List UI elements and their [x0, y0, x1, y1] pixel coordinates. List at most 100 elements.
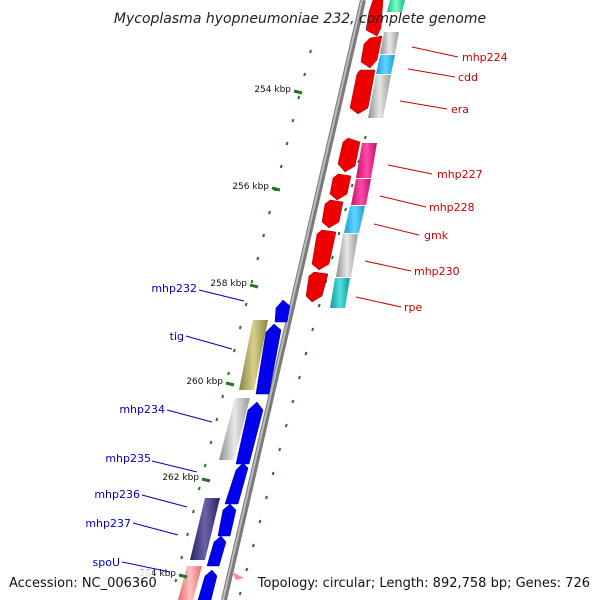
track-dot: [317, 303, 321, 308]
gene-label-rpe[interactable]: rpe: [404, 301, 423, 314]
track-dot: [197, 486, 201, 491]
gene-arrow: [274, 299, 291, 323]
category-block: [368, 75, 391, 118]
track-dot: [256, 256, 260, 261]
tick-label: 262 kbp: [162, 473, 199, 483]
category-block: [239, 320, 268, 390]
leader-line: [198, 289, 245, 302]
track-dot: [344, 207, 348, 212]
gene-label-cdd[interactable]: cdd: [458, 71, 478, 84]
leader-line: [379, 195, 427, 208]
leader-lines: [121, 46, 459, 573]
leader-line: [355, 296, 402, 308]
category-block: [219, 398, 250, 460]
track-dot: [209, 440, 213, 445]
leader-line: [166, 409, 213, 423]
pink-marker: [232, 572, 244, 580]
gene-label-tig[interactable]: tig: [170, 330, 184, 343]
track-dot: [227, 371, 230, 376]
gene-arrow: [305, 271, 329, 303]
leader-line: [411, 46, 459, 58]
map-title: Mycoplasma hyopneumoniae 232, complete g…: [114, 11, 486, 27]
category-block: [356, 143, 377, 178]
tick-mark: [201, 477, 211, 483]
gene-label-mhp235[interactable]: mhp235: [105, 452, 151, 465]
gene-arrow: [217, 503, 237, 537]
leader-line: [407, 68, 456, 78]
tick-label: 260 kbp: [186, 377, 223, 387]
category-block: [336, 234, 358, 277]
track-dot: [244, 302, 248, 307]
gene-arrow: [255, 323, 282, 395]
accession-label: Accession: NC_006360: [9, 576, 157, 591]
tick-mark: [293, 89, 303, 95]
gene-label-mhp224[interactable]: mhp224: [462, 51, 508, 64]
gene-label-spoU[interactable]: spoU: [93, 556, 121, 569]
track-dot: [291, 399, 295, 404]
category-block: [376, 55, 395, 74]
gene-label-era[interactable]: era: [451, 103, 469, 116]
gene-label-mhp236[interactable]: mhp236: [94, 488, 140, 501]
track-dot: [221, 394, 225, 399]
leader-line: [373, 223, 420, 236]
tick-label: 256 kbp: [232, 182, 269, 192]
track-dot: [298, 375, 301, 380]
genome-backbone-highlight: [222, 0, 363, 600]
track-dot: [271, 471, 275, 476]
track-dot: [303, 72, 307, 77]
leader-line: [399, 100, 448, 110]
tick-mark: [225, 381, 235, 387]
gene-arrow: [224, 462, 249, 505]
track-dot: [174, 578, 178, 583]
track-dot: [191, 509, 195, 514]
track-dot: [251, 543, 255, 548]
track-dot: [250, 279, 254, 284]
category-block: [380, 32, 399, 54]
gene-label-mhp230[interactable]: mhp230: [414, 265, 460, 278]
track-dot: [279, 164, 283, 169]
leader-line: [387, 164, 433, 175]
gene-label-mhp237[interactable]: mhp237: [85, 517, 131, 530]
category-track: [178, 0, 405, 600]
track-dot: [350, 183, 354, 188]
gene-arrow: [349, 69, 376, 115]
gene-label-mhp232[interactable]: mhp232: [151, 282, 197, 295]
gene-label-mhp228[interactable]: mhp228: [429, 201, 475, 214]
leader-line: [364, 260, 412, 272]
track-dot: [265, 495, 268, 500]
gene-label-gmk[interactable]: gmk: [424, 229, 449, 242]
gene-arrow: [337, 137, 361, 173]
track-dot: [304, 351, 308, 356]
track-dot: [180, 555, 184, 560]
category-block: [190, 498, 220, 560]
topology-info: Topology: circular; Length: 892,758 bp; …: [257, 576, 590, 591]
track-dot: [245, 567, 249, 572]
gene-arrow: [311, 229, 337, 271]
leader-line: [151, 460, 198, 473]
track-dot: [337, 231, 341, 236]
gene-arrow: [329, 173, 352, 201]
track-dot: [258, 519, 262, 524]
forward-strand-genes: [197, 299, 291, 600]
category-block: [330, 278, 350, 308]
gene-arrow: [206, 535, 227, 567]
tick-label: 254 kbp: [254, 85, 291, 95]
gene-label-mhp227[interactable]: mhp227: [437, 168, 483, 181]
category-block: [351, 179, 371, 205]
tick-label: 258 kbp: [210, 279, 247, 289]
gene-arrow: [197, 569, 218, 600]
track-dot: [215, 417, 219, 422]
track-dot: [285, 141, 289, 146]
leader-line: [132, 522, 179, 536]
track-dot: [330, 255, 334, 260]
track-dot: [278, 447, 282, 452]
gene-label-mhp234[interactable]: mhp234: [119, 403, 165, 416]
leader-line: [121, 561, 171, 573]
leader-line: [141, 494, 188, 508]
track-dot: [232, 348, 236, 353]
gene-labels: mhp224 cdd era mhp227 mhp228 gmk mhp230 rpe mhp2…: [85, 51, 507, 569]
tick-mark: [271, 186, 281, 192]
gene-arrow: [365, 0, 384, 37]
ruler: 254 kbp 256 kbp 258 kbp 260 kbp 262 kbp 264 k…: [139, 85, 303, 579]
